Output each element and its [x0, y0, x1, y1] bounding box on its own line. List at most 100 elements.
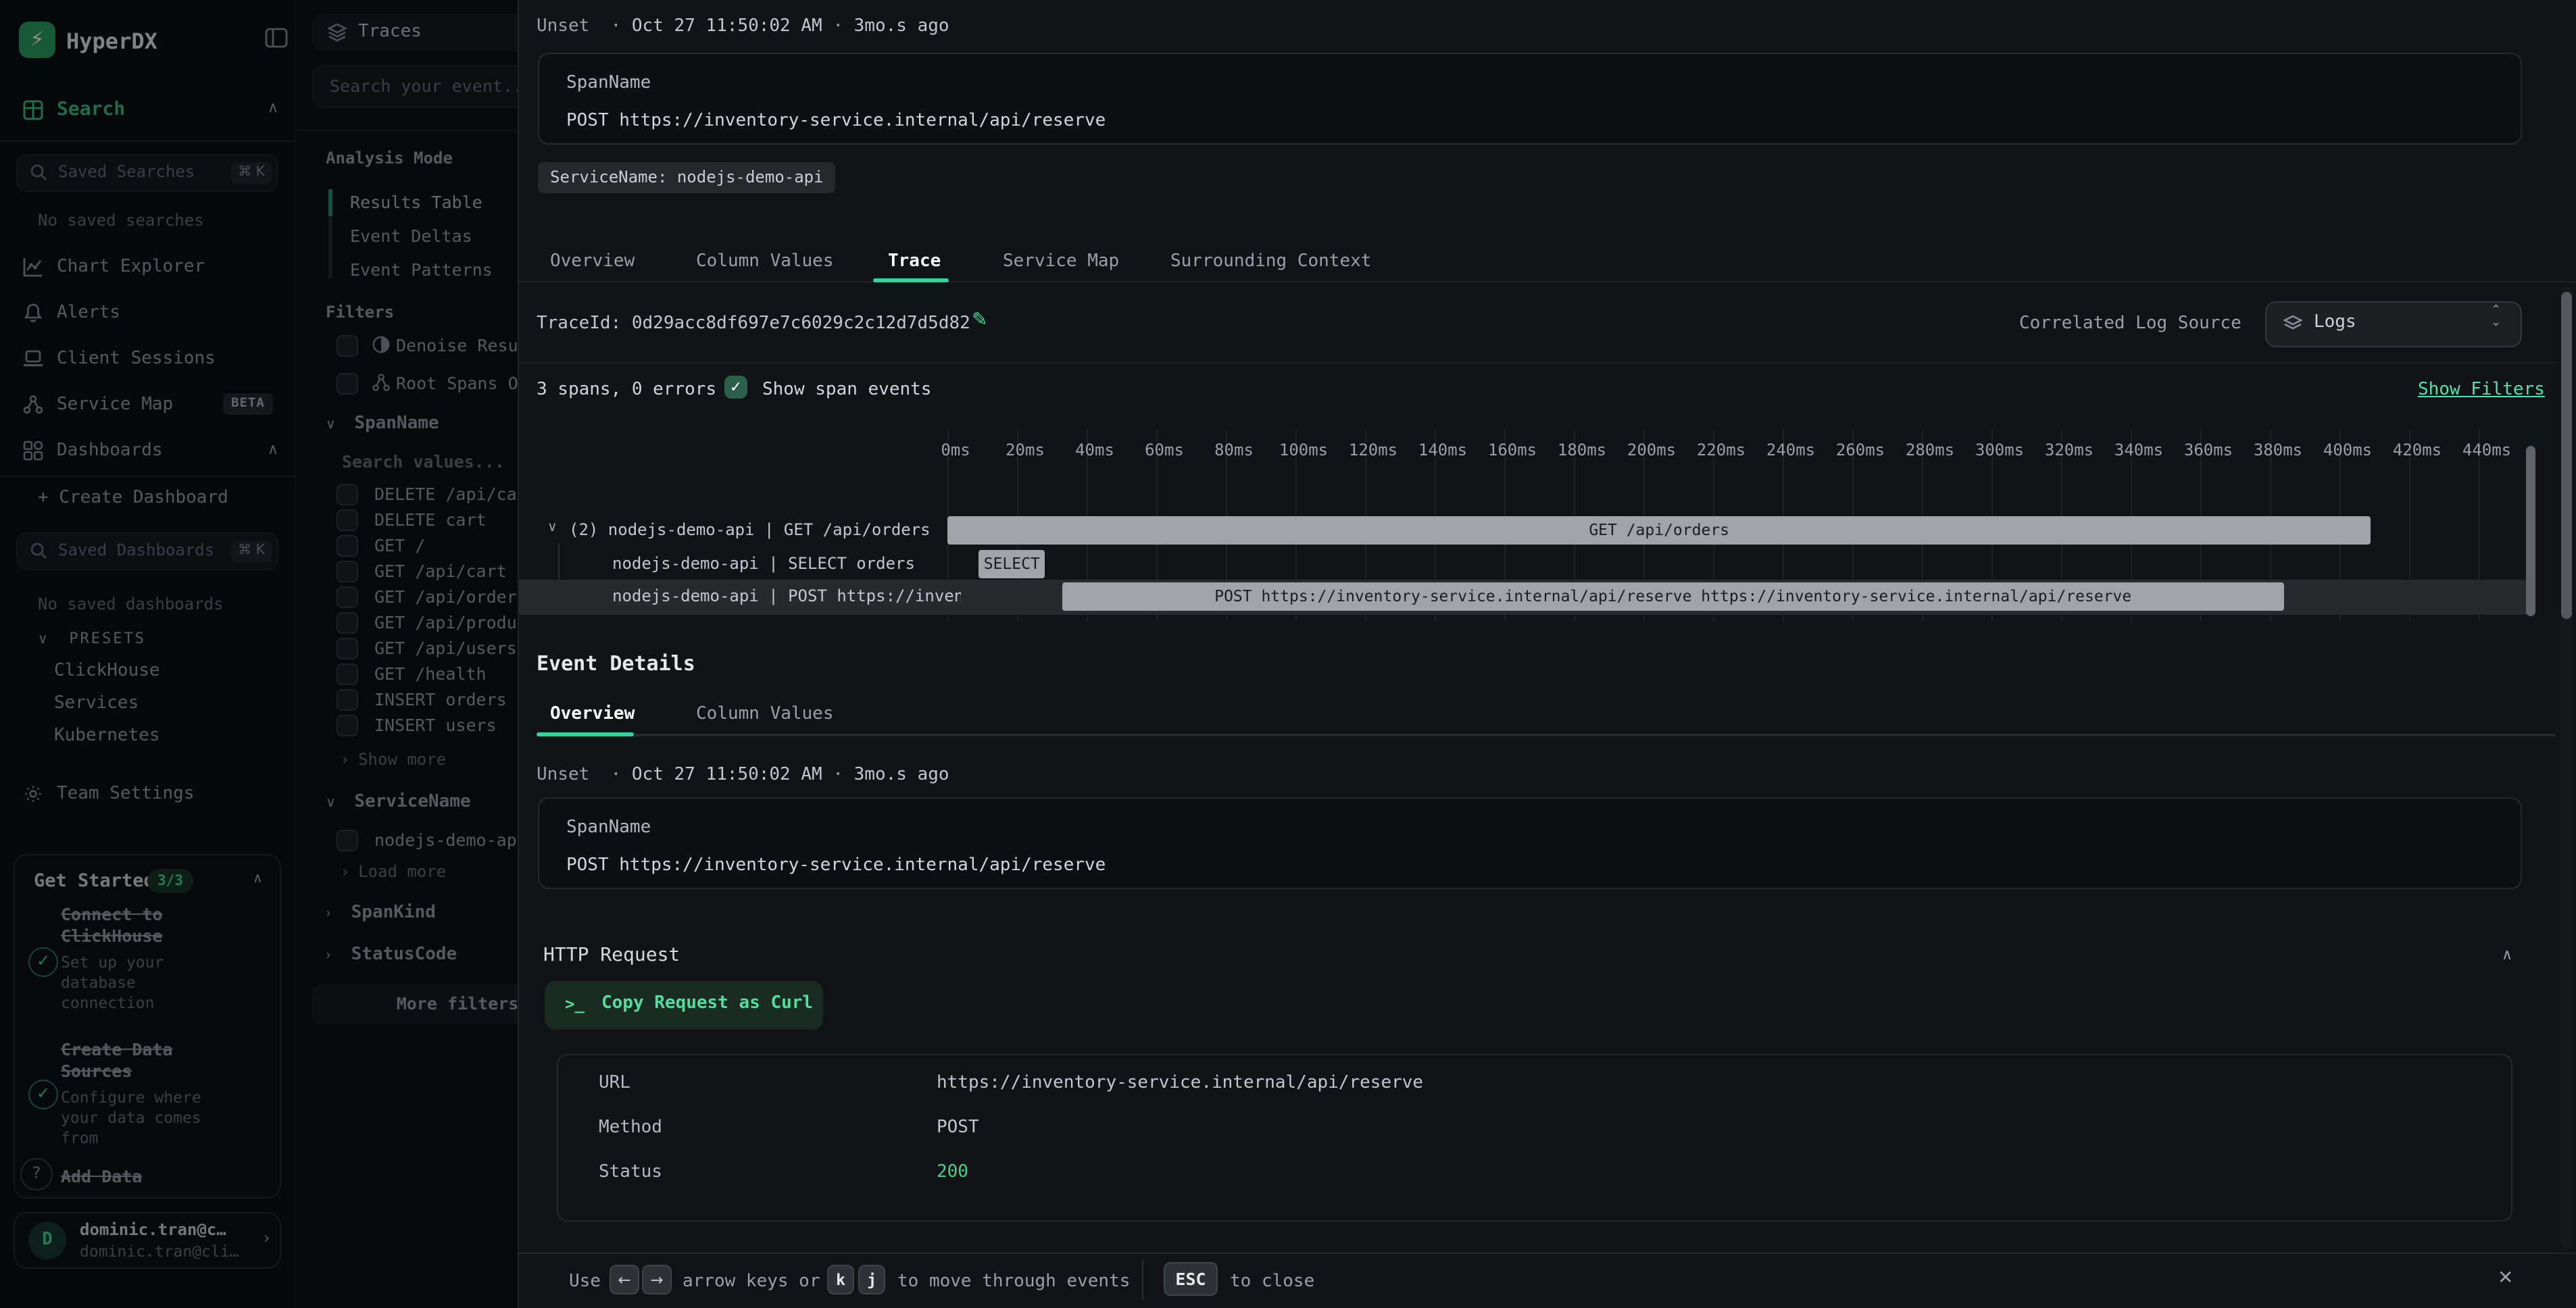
key-j: j — [858, 1265, 885, 1294]
checkbox[interactable] — [337, 586, 358, 608]
sidebar-item-search[interactable]: Search ∧ — [0, 97, 295, 127]
get-started-card: Get Started 3/3 ∧ ✓ Connect to ClickHous… — [14, 854, 281, 1199]
sidebar-item-alerts[interactable]: Alerts — [0, 300, 295, 330]
event-details-tabs-divider — [634, 734, 2556, 736]
timeline-scrollbar[interactable] — [2526, 446, 2535, 616]
tab-trace[interactable]: Trace — [888, 251, 941, 272]
preset-clickhouse[interactable]: ClickHouse — [54, 661, 160, 681]
analysis-mode-event-patterns[interactable]: Event Patterns — [350, 259, 493, 280]
spanname-search-input[interactable]: Search values... — [342, 451, 505, 472]
step-title[interactable]: Create Data — [61, 1039, 173, 1059]
close-icon[interactable]: ✕ — [2498, 1267, 2514, 1289]
step-desc: from — [61, 1128, 99, 1147]
no-saved-dashboards: No saved dashboards — [38, 595, 224, 613]
axis-tick: 100ms — [1279, 441, 1329, 459]
show-filters-link[interactable]: Show Filters — [2418, 380, 2545, 400]
preset-kubernetes[interactable]: Kubernetes — [54, 726, 160, 746]
show-more-button[interactable]: › Show more — [342, 750, 447, 769]
service-tag[interactable]: ServiceName: nodejs-demo-api — [538, 162, 836, 193]
chevron-right-icon: › — [264, 1228, 270, 1247]
edit-pencil-icon[interactable]: ✎ — [972, 309, 988, 331]
dashboards-icon — [23, 441, 43, 461]
span-bar-post-reserve[interactable]: POST https://inventory-service.internal/… — [1062, 582, 2284, 611]
source-select[interactable]: Traces — [312, 14, 539, 51]
span-bar-get-orders[interactable]: GET /api/orders — [947, 516, 2371, 545]
value-label: nodejs-demo-api — [374, 830, 527, 850]
checkbox[interactable] — [337, 689, 358, 711]
checkbox[interactable] — [337, 663, 358, 685]
chevron-up-icon: ∧ — [268, 99, 279, 116]
value-label: GET /api/orders — [374, 586, 527, 607]
step-title[interactable]: Add Data — [61, 1166, 143, 1186]
analysis-mode-event-deltas[interactable]: Event Deltas — [350, 226, 472, 246]
user-menu[interactable]: D dominic.tran@c… dominic.tran@cli… › — [14, 1212, 281, 1269]
sidebar-item-chart-explorer[interactable]: Chart Explorer — [0, 254, 295, 284]
panel-scrollbar-thumb[interactable] — [2561, 292, 2572, 619]
step-title[interactable]: Sources — [61, 1061, 132, 1081]
group-statuscode[interactable]: › StatusCode — [326, 945, 457, 965]
detail-value-url: https://inventory-service.internal/api/r… — [937, 1073, 1424, 1093]
shortcut-badge: ⌘ K — [231, 540, 272, 562]
step-title[interactable]: Connect to — [61, 904, 163, 924]
checkbox[interactable] — [337, 335, 358, 357]
denoise-icon — [372, 335, 391, 354]
row-label: (2) nodejs-demo-api | GET /api/orders — [569, 520, 931, 539]
copy-curl-button[interactable]: >_ Copy Request as Curl — [545, 981, 823, 1030]
event-side-panel: Unset · Oct 27 11:50:02 AM · 3mo.s ago S… — [518, 0, 2576, 1308]
span-row-name[interactable]: nodejs-demo-api | SELECT orders — [519, 550, 961, 578]
chevron-up-icon[interactable]: ∧ — [253, 872, 263, 886]
checkbox[interactable] — [337, 715, 358, 736]
axis-tick: 300ms — [1975, 441, 2025, 459]
collapse-sidebar-icon[interactable] — [265, 27, 288, 50]
checkbox[interactable] — [337, 535, 358, 557]
sidebar: ⚡ HyperDX Search ∧ Saved Searches ⌘ K No… — [0, 0, 295, 1308]
select-chevrons-icon: ⌃ ⌄ — [2491, 304, 2502, 330]
event-details-tab-overview[interactable]: Overview — [550, 704, 635, 724]
sidebar-item-team-settings[interactable]: Team Settings — [0, 781, 295, 811]
sidebar-item-dashboards[interactable]: Dashboards ∧ — [0, 438, 295, 468]
tab-surrounding-context[interactable]: Surrounding Context — [1170, 251, 1372, 272]
event-details-tab-column-values[interactable]: Column Values — [696, 704, 834, 724]
collapse-section-icon[interactable]: ∧ — [2502, 946, 2513, 963]
tab-overview[interactable]: Overview — [550, 251, 635, 272]
saved-dashboards-input[interactable]: Saved Dashboards ⌘ K — [16, 532, 278, 570]
event-timestamp-row: Unset · Oct 27 11:50:02 AM · 3mo.s ago — [537, 16, 949, 36]
checkbox[interactable] — [337, 373, 358, 395]
checkbox[interactable] — [337, 612, 358, 634]
sidebar-item-label: Service Map — [57, 395, 174, 415]
step-title[interactable]: ClickHouse — [61, 926, 163, 946]
create-dashboard-button[interactable]: + Create Dashboard — [38, 488, 228, 508]
span-bar-select-orders[interactable]: SELECT — [979, 550, 1045, 578]
group-servicename[interactable]: ∨ ServiceName — [326, 792, 471, 812]
analysis-mode-results-table[interactable]: Results Table — [350, 192, 482, 212]
detail-value-method: POST — [937, 1117, 979, 1138]
tab-column-values[interactable]: Column Values — [696, 251, 834, 272]
show-span-events-checkbox[interactable]: ✓ — [724, 376, 747, 399]
checkbox[interactable] — [337, 509, 358, 531]
checkbox[interactable] — [337, 638, 358, 659]
saved-searches-input[interactable]: Saved Searches ⌘ K — [16, 154, 278, 192]
preset-services[interactable]: Services — [54, 693, 139, 713]
sidebar-item-client-sessions[interactable]: Client Sessions — [0, 346, 295, 376]
presets-group[interactable]: ∨ PRESETS — [38, 628, 146, 649]
event-details-title: Event Details — [537, 651, 695, 676]
checkbox[interactable] — [337, 830, 358, 851]
axis-tick: 80ms — [1214, 441, 1254, 459]
group-spankind[interactable]: › SpanKind — [326, 903, 436, 923]
checkbox[interactable] — [337, 484, 358, 505]
span-row-name[interactable]: ∨ (2) nodejs-demo-api | GET /api/orders — [519, 516, 961, 545]
check-circle-icon: ✓ — [28, 947, 58, 977]
load-more-button[interactable]: › Load more — [342, 862, 447, 881]
checkbox[interactable] — [337, 561, 358, 582]
group-spanname[interactable]: ∨ SpanName — [326, 413, 439, 434]
sidebar-item-service-map[interactable]: Service Map BETA — [0, 392, 295, 422]
axis-tick: 420ms — [2392, 441, 2442, 459]
log-source-select[interactable]: Logs ⌃ ⌄ — [2265, 301, 2522, 347]
axis-tick: 240ms — [1766, 441, 1816, 459]
tab-service-map[interactable]: Service Map — [1003, 251, 1120, 272]
hyperdx-logo-icon: ⚡ — [19, 22, 55, 58]
chevron-down-icon: ∨ — [326, 418, 336, 432]
span-row-name[interactable]: nodejs-demo-api | POST https://inventory… — [519, 582, 961, 611]
axis-tick: 120ms — [1348, 441, 1398, 459]
axis-tick: 380ms — [2253, 441, 2303, 459]
